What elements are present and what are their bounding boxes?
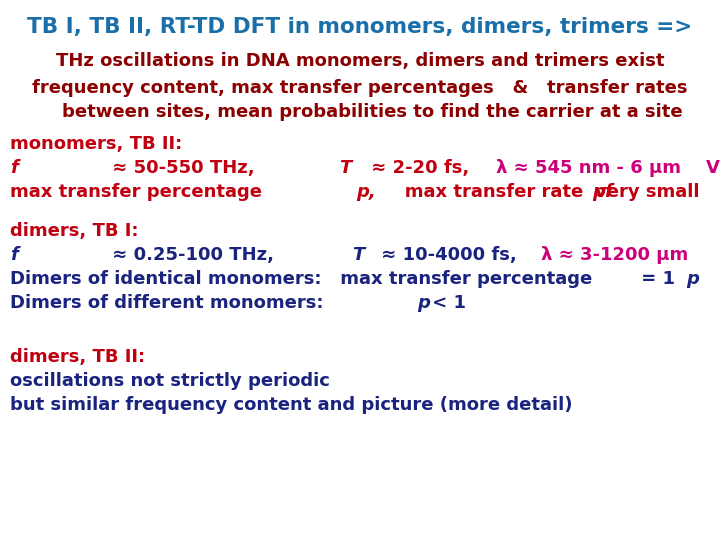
Text: ≈ 0.25-100 THz,: ≈ 0.25-100 THz, [106, 246, 286, 264]
Text: very small: very small [570, 183, 699, 201]
Text: pf: pf [593, 183, 613, 201]
Text: dimers, TB II:: dimers, TB II: [10, 348, 145, 366]
Text: max transfer percentage: max transfer percentage [10, 183, 269, 201]
Text: Dimers of identical monomers:   max transfer percentage: Dimers of identical monomers: max transf… [10, 270, 598, 288]
Text: ≈ 50-550 THz,: ≈ 50-550 THz, [106, 159, 273, 177]
Text: ≈ 10-4000 fs,: ≈ 10-4000 fs, [375, 246, 536, 264]
Text: λ ≈ 3-1200 μm     ~ MIR & FIR: λ ≈ 3-1200 μm ~ MIR & FIR [541, 246, 720, 264]
Text: oscillations not strictly periodic: oscillations not strictly periodic [10, 372, 330, 390]
Text: but similar frequency content and picture (more detail): but similar frequency content and pictur… [10, 396, 572, 414]
Text: p: p [686, 270, 699, 288]
Text: ≈ 2-20 fs,: ≈ 2-20 fs, [365, 159, 488, 177]
Text: T: T [339, 159, 351, 177]
Text: TB I, TB II, RT-TD DFT in monomers, dimers, trimers =>: TB I, TB II, RT-TD DFT in monomers, dime… [27, 17, 693, 37]
Text: max transfer rate: max transfer rate [386, 183, 589, 201]
Text: λ ≈ 545 nm - 6 μm    Vis to NIR & MIR: λ ≈ 545 nm - 6 μm Vis to NIR & MIR [496, 159, 720, 177]
Text: p,: p, [356, 183, 376, 201]
Text: T: T [352, 246, 364, 264]
Text: dimers, TB I:: dimers, TB I: [10, 222, 138, 240]
Text: < 1: < 1 [426, 294, 467, 312]
Text: f: f [10, 246, 18, 264]
Text: p: p [418, 294, 431, 312]
Text: monomers, TB II:: monomers, TB II: [10, 135, 182, 153]
Text: f: f [10, 159, 18, 177]
Text: = 1: = 1 [635, 270, 675, 288]
Text: Dimers of different monomers:: Dimers of different monomers: [10, 294, 330, 312]
Text: THz oscillations in DNA monomers, dimers and trimers exist: THz oscillations in DNA monomers, dimers… [55, 52, 665, 70]
Text: between sites, mean probabilities to find the carrier at a site: between sites, mean probabilities to fin… [37, 103, 683, 121]
Text: frequency content, max transfer percentages   &   transfer rates: frequency content, max transfer percenta… [32, 79, 688, 97]
